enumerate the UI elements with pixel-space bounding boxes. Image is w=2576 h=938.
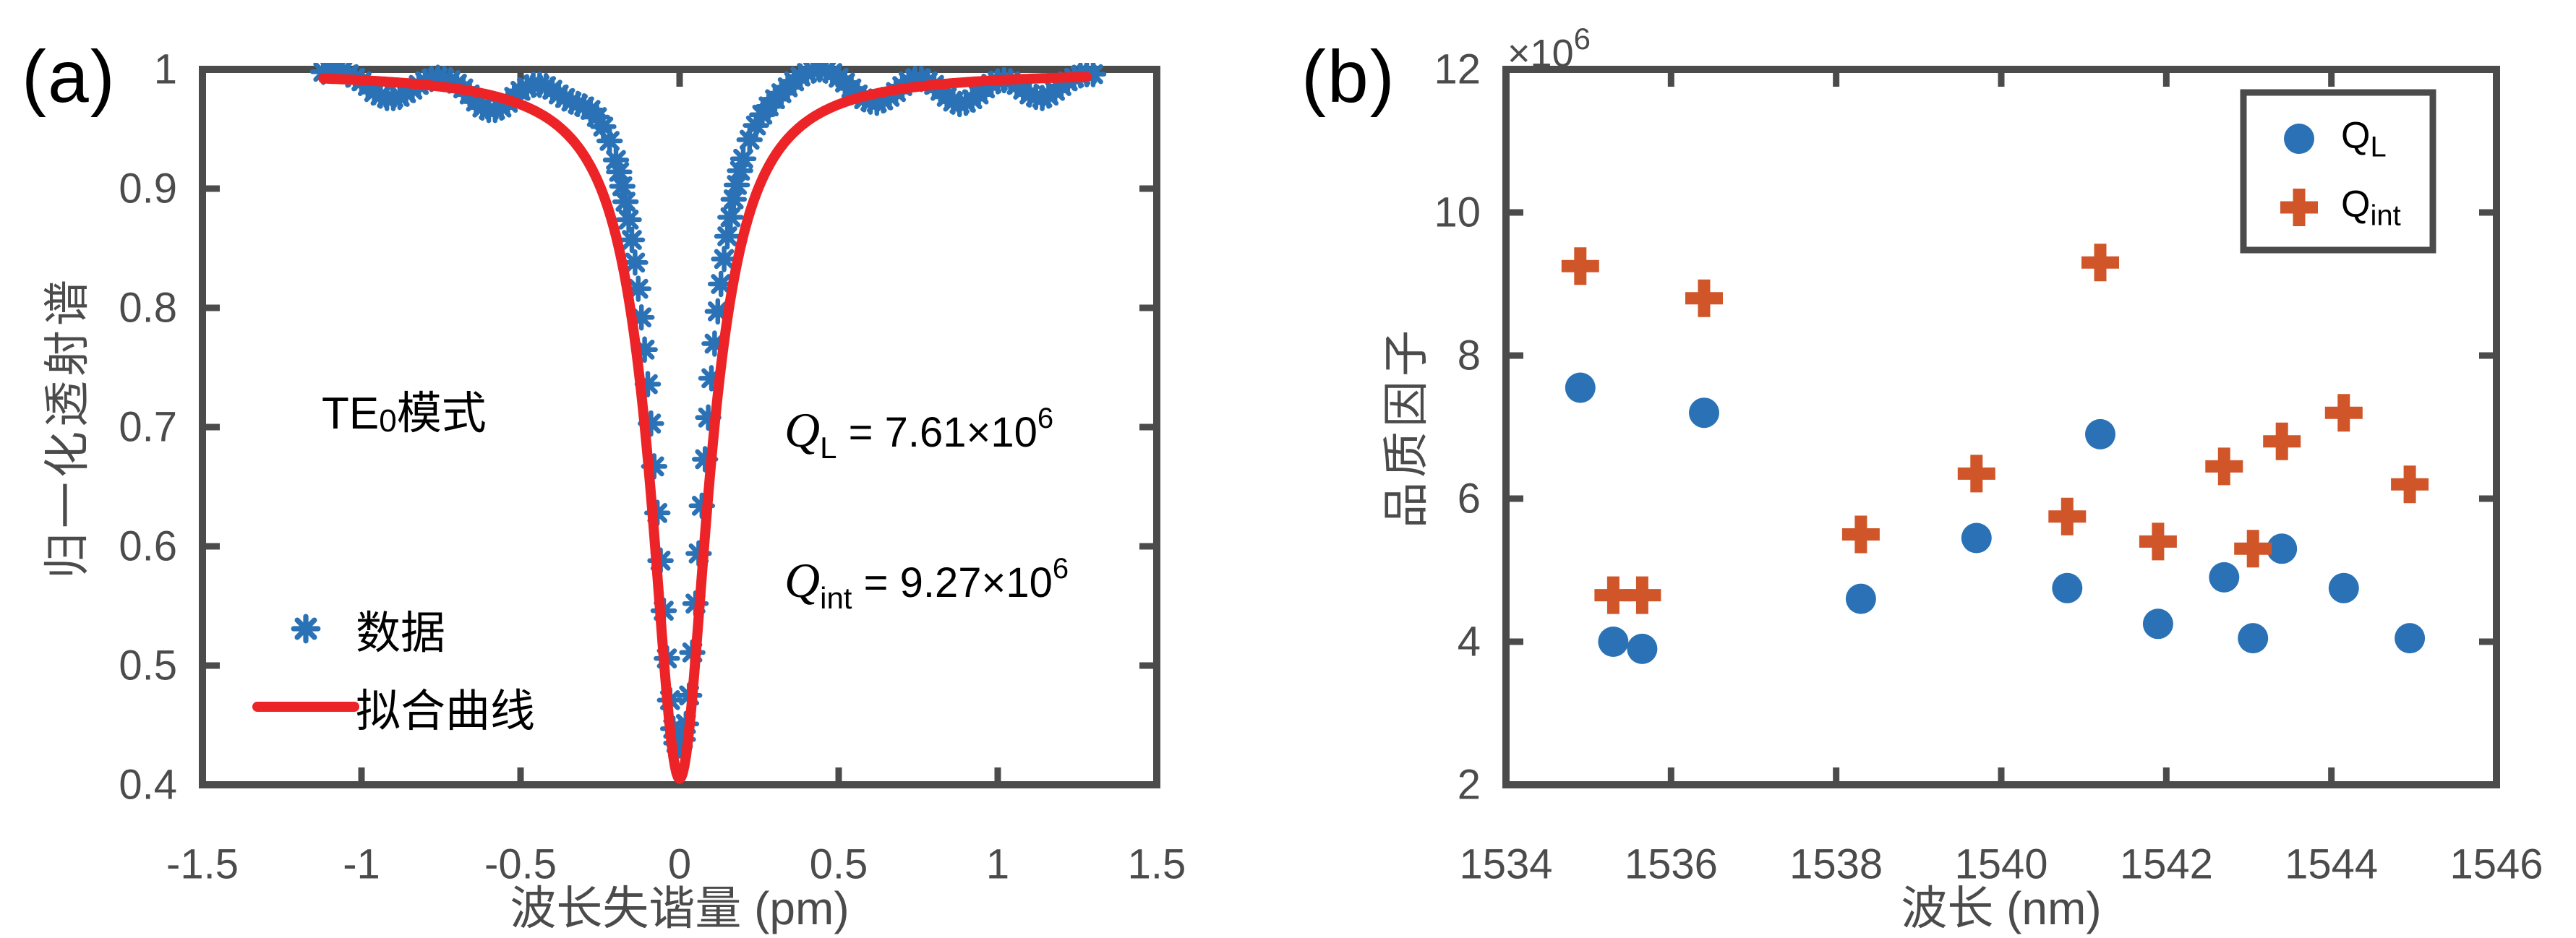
q-loaded-exponent: 6 bbox=[1037, 403, 1054, 434]
panel-b-x-tick-1536: 1536 bbox=[1624, 840, 1718, 888]
panel-a-x-tick-1.5: 1.5 bbox=[1127, 840, 1186, 888]
q-intrinsic-subscript: int bbox=[820, 581, 852, 615]
fit-curve bbox=[318, 72, 1092, 784]
panel-b-y-tick-2: 2 bbox=[1457, 761, 1481, 809]
panel-a-y-tick-0.4: 0.4 bbox=[119, 761, 177, 809]
panel-b-x-tick-1534: 1534 bbox=[1459, 840, 1553, 888]
legend-a-item-fit-label: 拟合曲线 bbox=[356, 687, 536, 736]
legend-a-item-data-label: 数据 bbox=[356, 608, 446, 658]
te0-mode-annotation: TE0模式 bbox=[322, 377, 487, 442]
panel-b-label: (b) bbox=[1301, 35, 1396, 118]
legend-b-item-qint: Qint bbox=[2341, 183, 2401, 233]
panel-a-y-axis-label: 归一化透射谱 bbox=[41, 275, 93, 579]
panel-a-x-tick-0: 0 bbox=[667, 840, 692, 888]
q-intrinsic-exponent: 6 bbox=[1052, 553, 1069, 585]
panel-a-x-tick-0.5: 0.5 bbox=[809, 840, 868, 888]
panel-b-y-tick-6: 6 bbox=[1457, 475, 1481, 522]
q-intrinsic-annotation: Qint = 9.27×106 bbox=[784, 552, 1069, 616]
legend-b-item-ql: QL bbox=[2341, 114, 2387, 164]
panel-b-x-axis-label: 波长 (nm) bbox=[1901, 882, 2102, 934]
legend-qint-subscript: int bbox=[2370, 199, 2401, 232]
panel-b-y-exponent: ×106 bbox=[1507, 22, 1591, 76]
panel-a-x-tick--0.5: -0.5 bbox=[484, 840, 557, 888]
exponent-base: ×10 bbox=[1507, 32, 1574, 75]
panel-a-y-tick-0.7: 0.7 bbox=[119, 403, 177, 451]
panel-b-x-tick-1544: 1544 bbox=[2285, 840, 2379, 888]
panel-a-x-tick--1.5: -1.5 bbox=[166, 840, 239, 888]
panel-b-x-tick-1540: 1540 bbox=[1954, 840, 2048, 888]
q-loaded-symbol: Q bbox=[784, 403, 821, 457]
panel-a-label: (a) bbox=[22, 35, 116, 118]
panel-a-x-axis-label: 波长失谐量 (pm) bbox=[510, 882, 850, 934]
te0-subscript: 0 bbox=[379, 403, 397, 439]
panel-a-legend-markers bbox=[252, 616, 359, 712]
legend-qint-symbol: Q bbox=[2341, 183, 2371, 225]
legend-ql-symbol: Q bbox=[2341, 114, 2371, 157]
panel-a-y-tick-0.8: 0.8 bbox=[119, 284, 177, 332]
panel-a-y-tick-0.5: 0.5 bbox=[119, 642, 177, 689]
exponent-power: 6 bbox=[1573, 22, 1591, 56]
panel-b-axes bbox=[1502, 66, 2500, 788]
panel-a-y-tick-1: 1 bbox=[153, 46, 177, 93]
panel-b-y-tick-10: 10 bbox=[1434, 189, 1481, 236]
panel-b-x-tick-1538: 1538 bbox=[1789, 840, 1883, 888]
q-intrinsic-value: = 9.27×10 bbox=[852, 559, 1053, 606]
te0-suffix: 模式 bbox=[396, 389, 487, 439]
te0-prefix: TE bbox=[322, 389, 380, 439]
panel-a-data bbox=[312, 59, 1104, 784]
panel-b-x-tick-1546: 1546 bbox=[2449, 840, 2543, 888]
q-loaded-value: = 7.61×10 bbox=[836, 409, 1037, 456]
q-loaded-annotation: QL = 7.61×106 bbox=[784, 402, 1053, 465]
panel-b-data bbox=[1561, 244, 2429, 664]
panel-b-y-axis-label: 品质因子 bbox=[1380, 326, 1432, 528]
panel-b-x-tick-1542: 1542 bbox=[2119, 840, 2213, 888]
q-intrinsic-symbol: Q bbox=[784, 553, 821, 608]
panel-a-x-tick-1: 1 bbox=[985, 840, 1010, 888]
panel-a-x-tick--1: -1 bbox=[343, 840, 380, 888]
panel-b-legend bbox=[2240, 89, 2436, 254]
legend-ql-subscript: L bbox=[2370, 131, 2387, 163]
q-loaded-subscript: L bbox=[820, 431, 837, 465]
panel-a-y-tick-0.6: 0.6 bbox=[119, 522, 177, 570]
panel-b-y-tick-4: 4 bbox=[1457, 618, 1481, 666]
panel-b-y-tick-12: 12 bbox=[1434, 46, 1481, 93]
panel-b-y-tick-8: 8 bbox=[1457, 332, 1481, 379]
panel-a-y-tick-0.9: 0.9 bbox=[119, 165, 177, 212]
